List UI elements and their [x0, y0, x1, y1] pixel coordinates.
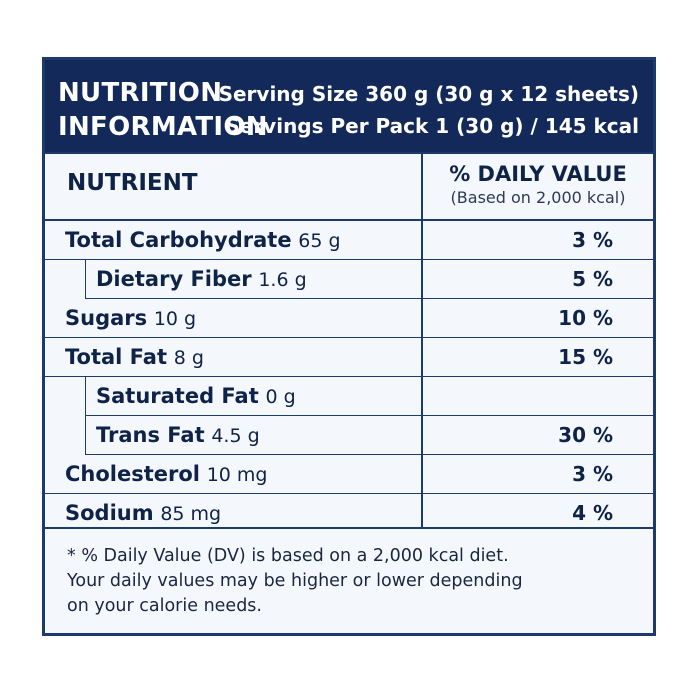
table-row: Cholesterol 10 mg 3 %: [45, 455, 653, 494]
footnote: * % Daily Value (DV) is based on a 2,000…: [67, 544, 523, 619]
table-header-row: NUTRIENT % DAILY VALUE (Based on 2,000 k…: [45, 154, 653, 221]
table-row: Trans Fat 4.5 g 30 %: [85, 416, 653, 455]
nutrient-name: Sugars: [65, 306, 148, 330]
serving-size: Serving Size 360 g (30 g x 12 sheets): [218, 82, 639, 106]
serving-info: Serving Size 360 g (30 g x 12 sheets) Se…: [219, 78, 639, 142]
footnote-line-2: Your daily values may be higher or lower…: [67, 571, 523, 591]
daily-value-title: % DAILY VALUE: [449, 162, 627, 186]
label-title: NUTRITION INFORMATION: [58, 76, 278, 144]
servings-per-pack: Servings Per Pack 1 (30 g) / 145 kcal: [225, 114, 639, 138]
label-header: NUTRITION INFORMATION Serving Size 360 g…: [45, 60, 653, 152]
daily-value-percent: 4 %: [572, 501, 613, 525]
table-row: Dietary Fiber 1.6 g 5 %: [85, 260, 653, 299]
title-line-1: NUTRITION: [58, 78, 223, 108]
footnote-line-1: * % Daily Value (DV) is based on a 2,000…: [67, 546, 509, 566]
table-row: Sugars 10 g 10 %: [45, 299, 653, 338]
nutrition-label: NUTRITION INFORMATION Serving Size 360 g…: [42, 57, 656, 636]
nutrient-name: Dietary Fiber: [96, 267, 252, 291]
nutrient-column-header: NUTRIENT: [67, 170, 198, 196]
nutrient-amount: 4.5 g: [211, 425, 260, 447]
nutrient-table: NUTRIENT % DAILY VALUE (Based on 2,000 k…: [45, 152, 653, 529]
daily-value-percent: 30 %: [558, 423, 613, 447]
table-row: Sodium 85 mg 4 %: [45, 494, 653, 533]
daily-value-percent: 10 %: [558, 306, 613, 330]
table-row: Total Fat 8 g 15 %: [45, 338, 653, 377]
daily-value-basis: (Based on 2,000 kcal): [450, 188, 626, 207]
nutrient-name: Sodium: [65, 501, 154, 525]
nutrient-name: Cholesterol: [65, 462, 200, 486]
nutrient-name: Saturated Fat: [96, 384, 259, 408]
table-row: Saturated Fat 0 g: [85, 377, 653, 416]
title-line-2: INFORMATION: [58, 112, 268, 142]
nutrient-amount: 0 g: [265, 386, 296, 408]
nutrient-name: Total Fat: [65, 345, 168, 369]
footnote-line-3: on your calorie needs.: [67, 596, 262, 616]
table-row: Total Carbohydrate 65 g 3 %: [45, 221, 653, 260]
daily-value-percent: 5 %: [572, 267, 613, 291]
daily-value-column-header: % DAILY VALUE (Based on 2,000 kcal): [423, 154, 653, 219]
daily-value-percent: 3 %: [572, 228, 613, 252]
nutrient-amount: 10 g: [153, 308, 197, 330]
daily-value-percent: 15 %: [558, 345, 613, 369]
nutrient-amount: 65 g: [298, 230, 341, 252]
nutrient-amount: 85 mg: [160, 503, 222, 525]
nutrient-name: Trans Fat: [96, 423, 205, 447]
column-divider: [421, 154, 423, 527]
nutrient-amount: 1.6 g: [258, 269, 307, 291]
daily-value-percent: 3 %: [572, 462, 613, 486]
nutrient-name: Total Carbohydrate: [65, 228, 292, 252]
nutrient-amount: 8 g: [173, 347, 204, 369]
nutrient-amount: 10 mg: [206, 464, 268, 486]
